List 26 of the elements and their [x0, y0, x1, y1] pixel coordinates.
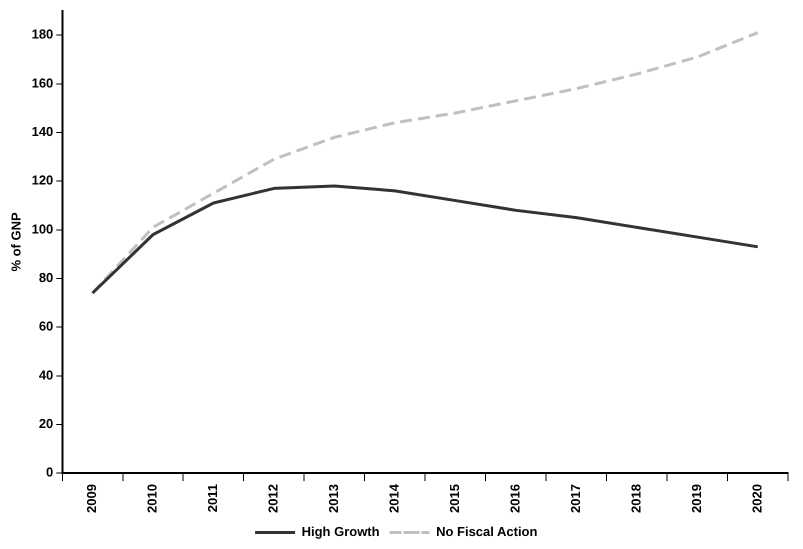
y-axis-title: % of GNP [8, 212, 24, 272]
x-tick-label: 2010 [144, 484, 160, 513]
x-tick-label: 2012 [266, 484, 281, 513]
x-tick-label: 2014 [386, 483, 402, 513]
y-tick-label: 160 [32, 75, 54, 90]
line-series [91, 31, 760, 295]
y-tick-label: 60 [38, 318, 54, 334]
x-tick-label: 2019 [688, 484, 704, 513]
y-tick-label: 100 [32, 221, 54, 236]
y-tick-label: 120 [32, 172, 54, 188]
x-tick-label: 2009 [84, 484, 100, 513]
x-tick-label: 2013 [326, 484, 342, 513]
x-tick-label: 2017 [568, 484, 583, 513]
x-tick-label: 2015 [446, 484, 462, 513]
y-tick-label: 180 [32, 26, 54, 42]
x-tick-label: 2018 [628, 484, 644, 513]
legend-label: No Fiscal Action [436, 524, 538, 540]
x-tick-label: 2016 [507, 484, 522, 513]
y-tick-label: 80 [38, 270, 54, 286]
y-tick-label: 20 [38, 416, 54, 431]
y-tick-label: 40 [38, 367, 54, 382]
legend-label: High Growth [302, 524, 380, 540]
y-tick-label: 0 [46, 464, 54, 480]
y-tick-label: 140 [32, 124, 54, 140]
x-tick-label: 2020 [749, 484, 764, 513]
x-tick-label: 2011 [205, 484, 220, 512]
